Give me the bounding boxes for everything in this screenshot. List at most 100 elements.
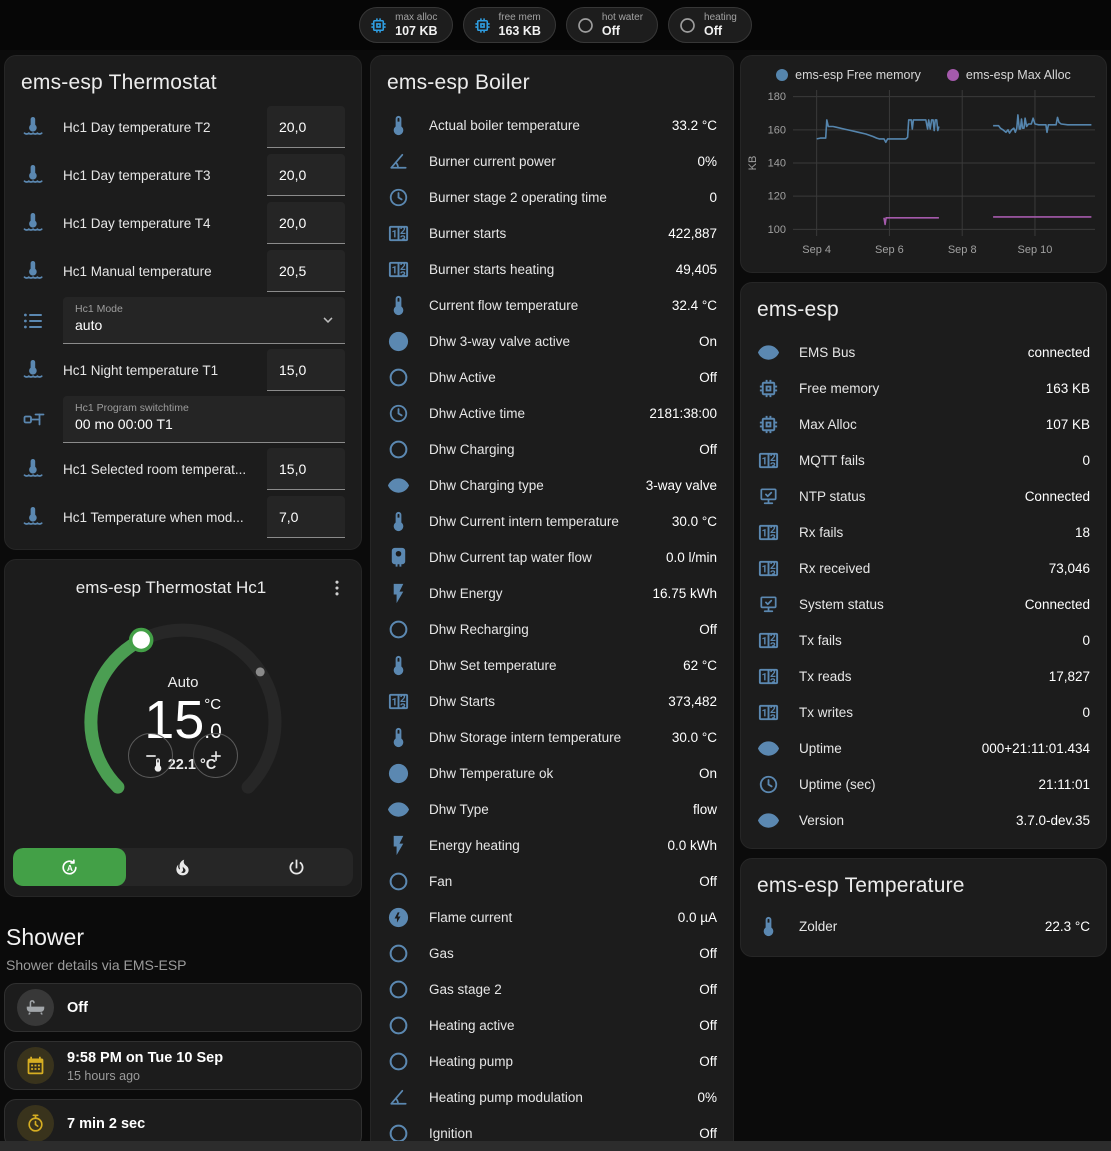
card-menu-button[interactable]	[321, 572, 353, 604]
shower-card-primary: Off	[67, 999, 88, 1016]
entity-label: EMS Bus	[799, 344, 856, 360]
entity-row[interactable]: Dhw Temperature ok On	[371, 755, 733, 791]
timer-icon	[17, 1105, 54, 1142]
entity-row[interactable]: Dhw Active time 2181:38:00	[371, 395, 733, 431]
badge-max-alloc[interactable]: max alloc 107 KB	[359, 7, 453, 43]
target-temp-unit: °C	[204, 695, 222, 713]
entity-row[interactable]: Version 3.7.0-dev.35	[741, 802, 1106, 838]
entity-value: 21:11:01	[1038, 776, 1090, 792]
thermostat-card-title: ems-esp Thermostat	[21, 71, 217, 94]
legend-item[interactable]: ems-esp Max Alloc	[946, 68, 1071, 82]
entity-label: Hc1 Manual temperature	[63, 263, 212, 279]
entity-row[interactable]: Energy heating 0.0 kWh	[371, 827, 733, 863]
entity-row[interactable]: Dhw Set temperature 62 °C	[371, 647, 733, 683]
shower-card-primary: 7 min 2 sec	[67, 1115, 146, 1132]
entity-row[interactable]: Dhw Starts 373,482	[371, 683, 733, 719]
decrease-temperature-button[interactable]	[128, 733, 173, 778]
text-input[interactable]: Hc1 Program switchtime 00 mo 00:00 T1	[63, 396, 345, 443]
entity-row[interactable]: Burner starts heating 49,405	[371, 251, 733, 287]
thermostat-dial[interactable]: Auto 15 °C .0 22.1 °C	[67, 606, 299, 834]
entity-row[interactable]: Max Alloc 107 KB	[741, 406, 1106, 442]
hvac-mode-bar: A	[13, 848, 353, 886]
number-input[interactable]: 7,0	[267, 496, 345, 538]
entity-row[interactable]: MQTT fails 0	[741, 442, 1106, 478]
flash-icon	[387, 582, 410, 605]
entity-row[interactable]: Dhw Current tap water flow 0.0 l/min	[371, 539, 733, 575]
entity-row[interactable]: Zolder 22.3 °C	[741, 908, 1106, 944]
entity-label: Burner starts	[429, 225, 507, 241]
hvac-mode-off-button[interactable]	[240, 848, 353, 886]
badge-hot-water[interactable]: hot water Off	[565, 7, 659, 43]
counter-icon	[387, 222, 410, 245]
entity-label: Hc1 Day temperature T4	[63, 215, 211, 231]
hvac-mode-auto-button[interactable]: A	[13, 848, 127, 886]
entity-row[interactable]: Dhw Charging Off	[371, 431, 733, 467]
svg-text:100: 100	[768, 224, 786, 236]
chevron-down-icon	[319, 311, 337, 329]
badge-heating[interactable]: heating Off	[668, 7, 752, 43]
circle-icon	[387, 870, 410, 893]
entity-value: Off	[699, 981, 717, 997]
entity-row[interactable]: Heating active Off	[371, 1007, 733, 1043]
legend-label: ems-esp Max Alloc	[965, 68, 1071, 82]
svg-text:120: 120	[768, 191, 786, 203]
auto-mode-icon: A	[59, 857, 80, 878]
entity-row[interactable]: Actual boiler temperature 33.2 °C	[371, 107, 733, 143]
entity-row[interactable]: Dhw Active Off	[371, 359, 733, 395]
hvac-mode-heat-button[interactable]	[126, 848, 239, 886]
entity-label: Hc1 Selected room temperat...	[63, 461, 247, 477]
entity-row[interactable]: System status Connected	[741, 586, 1106, 622]
entity-label: Actual boiler temperature	[429, 117, 580, 133]
entity-row[interactable]: Tx fails 0	[741, 622, 1106, 658]
shower-card[interactable]: 9:58 PM on Tue 10 Sep 15 hours ago	[4, 1041, 362, 1090]
entity-value: 0.0 kWh	[667, 837, 717, 853]
entity-row[interactable]: Dhw 3-way valve active On	[371, 323, 733, 359]
entity-row[interactable]: NTP status Connected	[741, 478, 1106, 514]
number-input[interactable]: 20,0	[267, 202, 345, 244]
increase-temperature-button[interactable]	[193, 733, 238, 778]
number-input[interactable]: 20,0	[267, 106, 345, 148]
column-right: ems-esp Free memory ems-esp Max Alloc 100…	[740, 55, 1107, 966]
entity-row[interactable]: Uptime (sec) 21:11:01	[741, 766, 1106, 802]
entity-row[interactable]: Burner current power 0%	[371, 143, 733, 179]
entity-label: Dhw Current intern temperature	[429, 513, 619, 529]
entity-row[interactable]: Dhw Current intern temperature 30.0 °C	[371, 503, 733, 539]
number-input[interactable]: 20,0	[267, 154, 345, 196]
legend-item[interactable]: ems-esp Free memory	[776, 68, 921, 82]
number-input[interactable]: 20,5	[267, 250, 345, 292]
entity-row[interactable]: Heating pump Off	[371, 1043, 733, 1079]
shower-card-secondary: 15 hours ago	[67, 1068, 140, 1083]
entity-row[interactable]: EMS Bus connected	[741, 334, 1106, 370]
entity-row[interactable]: Gas Off	[371, 935, 733, 971]
entity-row[interactable]: Rx received 73,046	[741, 550, 1106, 586]
entity-row[interactable]: Gas stage 2 Off	[371, 971, 733, 1007]
entity-row[interactable]: Tx writes 0	[741, 694, 1106, 730]
entity-row[interactable]: Dhw Recharging Off	[371, 611, 733, 647]
entity-row[interactable]: Fan Off	[371, 863, 733, 899]
entity-row[interactable]: Ignition Off	[371, 1115, 733, 1151]
shower-card[interactable]: Off	[4, 983, 362, 1032]
number-input[interactable]: 15,0	[267, 349, 345, 391]
entity-row[interactable]: Flame current 0.0 µA	[371, 899, 733, 935]
thermometer-water-icon	[21, 358, 45, 382]
entity-label: Uptime (sec)	[799, 776, 876, 792]
entity-row[interactable]: Dhw Energy 16.75 kWh	[371, 575, 733, 611]
number-input[interactable]: 15,0	[267, 448, 345, 490]
entity-row[interactable]: Burner stage 2 operating time 0	[371, 179, 733, 215]
entity-row[interactable]: Dhw Type flow	[371, 791, 733, 827]
entity-row[interactable]: Tx reads 17,827	[741, 658, 1106, 694]
entity-label: Heating pump	[429, 1053, 514, 1069]
thermostat-dial-card: ems-esp Thermostat Hc1 Auto 15 °C	[4, 559, 362, 897]
entity-row[interactable]: Rx fails 18	[741, 514, 1106, 550]
entity-row[interactable]: Uptime 000+21:11:01.434	[741, 730, 1106, 766]
entity-row[interactable]: Dhw Charging type 3-way valve	[371, 467, 733, 503]
entity-value: 373,482	[668, 693, 717, 709]
entity-row[interactable]: Free memory 163 KB	[741, 370, 1106, 406]
entity-row[interactable]: Burner starts 422,887	[371, 215, 733, 251]
entity-row[interactable]: Heating pump modulation 0%	[371, 1079, 733, 1115]
entity-row[interactable]: Current flow temperature 32.4 °C	[371, 287, 733, 323]
badge-free-mem[interactable]: free mem 163 KB	[462, 7, 556, 43]
mode-select[interactable]: Hc1 Mode auto	[63, 297, 345, 344]
entity-row[interactable]: Dhw Storage intern temperature 30.0 °C	[371, 719, 733, 755]
entity-value: Off	[699, 369, 717, 385]
